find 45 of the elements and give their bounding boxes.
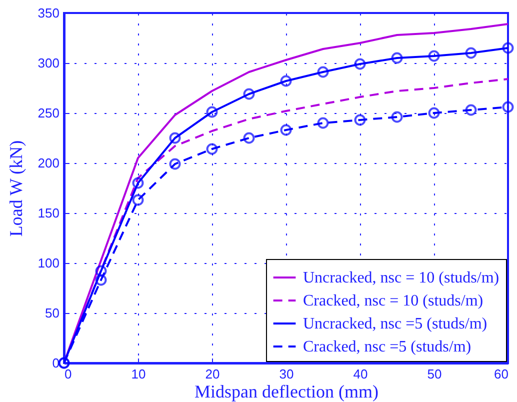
point: [206, 106, 218, 118]
y-axis-title: Load W (kN): [6, 140, 26, 237]
point: [354, 58, 366, 70]
point: [465, 104, 477, 116]
x-tick-label: 40: [353, 366, 368, 382]
y-tick-label: 350: [38, 6, 60, 20]
y-tick-label: 0: [52, 356, 60, 370]
x-tick-label: 10: [131, 366, 146, 382]
point: [465, 47, 477, 59]
point: [132, 177, 144, 189]
y-tick-label: 300: [38, 56, 60, 70]
point: [243, 132, 255, 144]
point: [317, 66, 329, 78]
x-tick-label: 0: [64, 366, 72, 382]
point: [428, 50, 440, 62]
point: [206, 143, 218, 155]
point: [280, 124, 292, 136]
point: [95, 265, 107, 277]
point: [391, 111, 403, 123]
x-tick-label: 30: [279, 366, 294, 382]
x-axis-title: Midspan deflection (mm): [194, 382, 378, 402]
point: [317, 117, 329, 129]
y-tick-label: 100: [38, 256, 60, 270]
y-tick-label: 250: [38, 106, 60, 120]
legend-label: Uncracked, nsc =5 (studs/m): [303, 316, 488, 332]
point: [169, 158, 181, 170]
point: [169, 132, 181, 144]
point: [95, 274, 107, 286]
point: [280, 75, 292, 87]
point: [428, 107, 440, 119]
legend-label: Uncracked, nsc = 10 (studs/m): [303, 270, 500, 286]
x-tick-label: 20: [205, 366, 220, 382]
y-tick-label: 50: [45, 306, 60, 320]
legend-label: Cracked, nsc = 10 (studs/m): [303, 292, 484, 310]
point: [502, 101, 514, 113]
point: [354, 114, 366, 126]
x-tick-label: 60: [494, 366, 508, 382]
point: [391, 52, 403, 64]
x-tick-label: 50: [427, 366, 442, 382]
y-tick-label: 150: [38, 206, 60, 220]
point: [243, 88, 255, 100]
point: [132, 194, 144, 206]
y-tick-label: 200: [38, 156, 60, 170]
point: [502, 42, 514, 54]
legend-label: Cracked, nsc =5 (studs/m): [303, 338, 472, 356]
